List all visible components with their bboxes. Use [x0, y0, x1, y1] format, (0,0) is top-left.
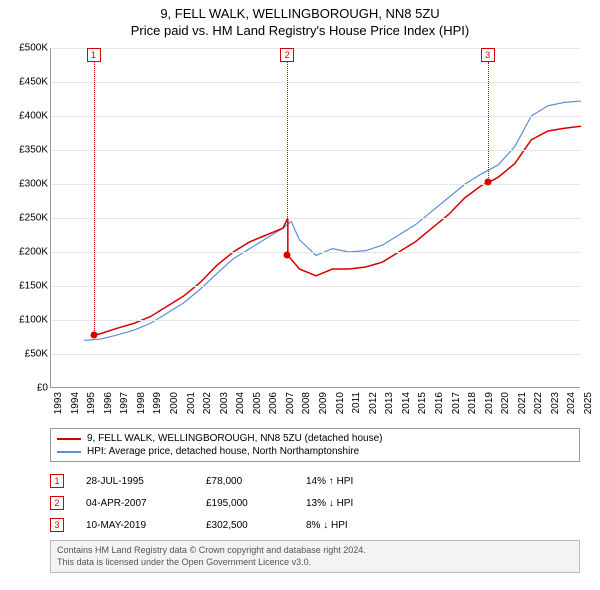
x-tick-label: 2018 — [467, 392, 478, 414]
y-tick-label: £0 — [4, 383, 48, 394]
marker-badge: 3 — [481, 48, 495, 62]
attribution-footer: Contains HM Land Registry data © Crown c… — [50, 540, 580, 573]
x-tick-label: 1994 — [70, 392, 81, 414]
x-tick-label: 2017 — [451, 392, 462, 414]
x-tick-label: 2006 — [268, 392, 279, 414]
x-tick-label: 1995 — [86, 392, 97, 414]
marker-guideline — [94, 62, 95, 335]
x-tick-label: 2020 — [500, 392, 511, 414]
marker-badge: 1 — [87, 48, 101, 62]
x-tick-label: 2011 — [351, 392, 362, 414]
marker-dot — [90, 331, 97, 338]
y-tick-label: £150K — [4, 281, 48, 292]
x-tick-label: 1998 — [136, 392, 147, 414]
x-tick-label: 1999 — [152, 392, 163, 414]
marker-table-row: 1 28-JUL-1995£78,00014% ↑ HPI — [50, 470, 396, 492]
gridline — [51, 116, 580, 117]
chart-container: 9, FELL WALK, WELLINGBOROUGH, NN8 5ZU Pr… — [0, 0, 600, 590]
x-tick-label: 2023 — [550, 392, 561, 414]
legend-swatch-hpi — [57, 451, 81, 453]
x-tick-label: 2022 — [533, 392, 544, 414]
series-line — [94, 126, 581, 335]
marker-price: £302,500 — [206, 520, 306, 531]
legend-row-hpi: HPI: Average price, detached house, Nort… — [57, 445, 573, 458]
gridline — [51, 286, 580, 287]
y-tick-label: £200K — [4, 247, 48, 258]
gridline — [51, 184, 580, 185]
legend-label-hpi: HPI: Average price, detached house, Nort… — [87, 446, 359, 457]
x-tick-label: 2008 — [301, 392, 312, 414]
marker-table-row: 2 04-APR-2007£195,00013% ↓ HPI — [50, 492, 396, 514]
x-tick-label: 2010 — [335, 392, 346, 414]
y-tick-label: £350K — [4, 145, 48, 156]
x-tick-label: 2025 — [583, 392, 594, 414]
x-tick-label: 2000 — [169, 392, 180, 414]
marker-price: £78,000 — [206, 476, 306, 487]
marker-pct: 13% ↓ HPI — [306, 498, 396, 509]
x-tick-label: 2004 — [235, 392, 246, 414]
x-tick-label: 2002 — [202, 392, 213, 414]
gridline — [51, 150, 580, 151]
x-tick-label: 2009 — [318, 392, 329, 414]
x-tick-label: 2024 — [566, 392, 577, 414]
x-tick-label: 2019 — [484, 392, 495, 414]
x-tick-label: 2016 — [434, 392, 445, 414]
marker-table-badge: 2 — [50, 496, 64, 510]
gridline — [51, 354, 580, 355]
gridline — [51, 48, 580, 49]
title-block: 9, FELL WALK, WELLINGBOROUGH, NN8 5ZU Pr… — [0, 0, 600, 38]
marker-guideline — [488, 62, 489, 182]
y-tick-label: £50K — [4, 349, 48, 360]
x-tick-label: 2014 — [401, 392, 412, 414]
series-line — [84, 101, 581, 340]
x-tick-label: 2001 — [186, 392, 197, 414]
chart-title-address: 9, FELL WALK, WELLINGBOROUGH, NN8 5ZU — [0, 6, 600, 21]
marker-price: £195,000 — [206, 498, 306, 509]
marker-date: 04-APR-2007 — [86, 498, 206, 509]
x-tick-label: 2005 — [252, 392, 263, 414]
marker-table-badge: 1 — [50, 474, 64, 488]
y-tick-label: £450K — [4, 77, 48, 88]
legend-label-price-paid: 9, FELL WALK, WELLINGBOROUGH, NN8 5ZU (d… — [87, 433, 382, 444]
marker-table-row: 3 10-MAY-2019£302,5008% ↓ HPI — [50, 514, 396, 536]
y-tick-label: £500K — [4, 43, 48, 54]
y-tick-label: £100K — [4, 315, 48, 326]
footer-line1: Contains HM Land Registry data © Crown c… — [57, 545, 573, 557]
marker-date: 10-MAY-2019 — [86, 520, 206, 531]
x-tick-label: 1993 — [53, 392, 64, 414]
y-tick-label: £400K — [4, 111, 48, 122]
x-tick-label: 2021 — [517, 392, 528, 414]
gridline — [51, 320, 580, 321]
marker-badge: 2 — [280, 48, 294, 62]
x-tick-label: 2007 — [285, 392, 296, 414]
legend-swatch-price-paid — [57, 438, 81, 440]
marker-guideline — [287, 62, 288, 255]
marker-pct: 8% ↓ HPI — [306, 520, 396, 531]
x-tick-label: 2003 — [219, 392, 230, 414]
y-tick-label: £250K — [4, 213, 48, 224]
y-tick-label: £300K — [4, 179, 48, 190]
legend: 9, FELL WALK, WELLINGBOROUGH, NN8 5ZU (d… — [50, 428, 580, 462]
marker-date: 28-JUL-1995 — [86, 476, 206, 487]
x-tick-label: 2015 — [417, 392, 428, 414]
legend-row-price-paid: 9, FELL WALK, WELLINGBOROUGH, NN8 5ZU (d… — [57, 432, 573, 445]
marker-dot — [484, 179, 491, 186]
marker-dot — [284, 252, 291, 259]
x-tick-label: 2013 — [384, 392, 395, 414]
chart-subtitle: Price paid vs. HM Land Registry's House … — [0, 23, 600, 38]
x-tick-label: 1996 — [103, 392, 114, 414]
gridline — [51, 252, 580, 253]
x-tick-label: 2012 — [368, 392, 379, 414]
gridline — [51, 82, 580, 83]
plot-area: 1 2 3 — [50, 48, 580, 388]
x-tick-label: 1997 — [119, 392, 130, 414]
marker-pct: 14% ↑ HPI — [306, 476, 396, 487]
footer-line2: This data is licensed under the Open Gov… — [57, 557, 573, 569]
marker-table: 1 28-JUL-1995£78,00014% ↑ HPI 2 04-APR-2007… — [50, 470, 396, 536]
marker-table-badge: 3 — [50, 518, 64, 532]
gridline — [51, 218, 580, 219]
